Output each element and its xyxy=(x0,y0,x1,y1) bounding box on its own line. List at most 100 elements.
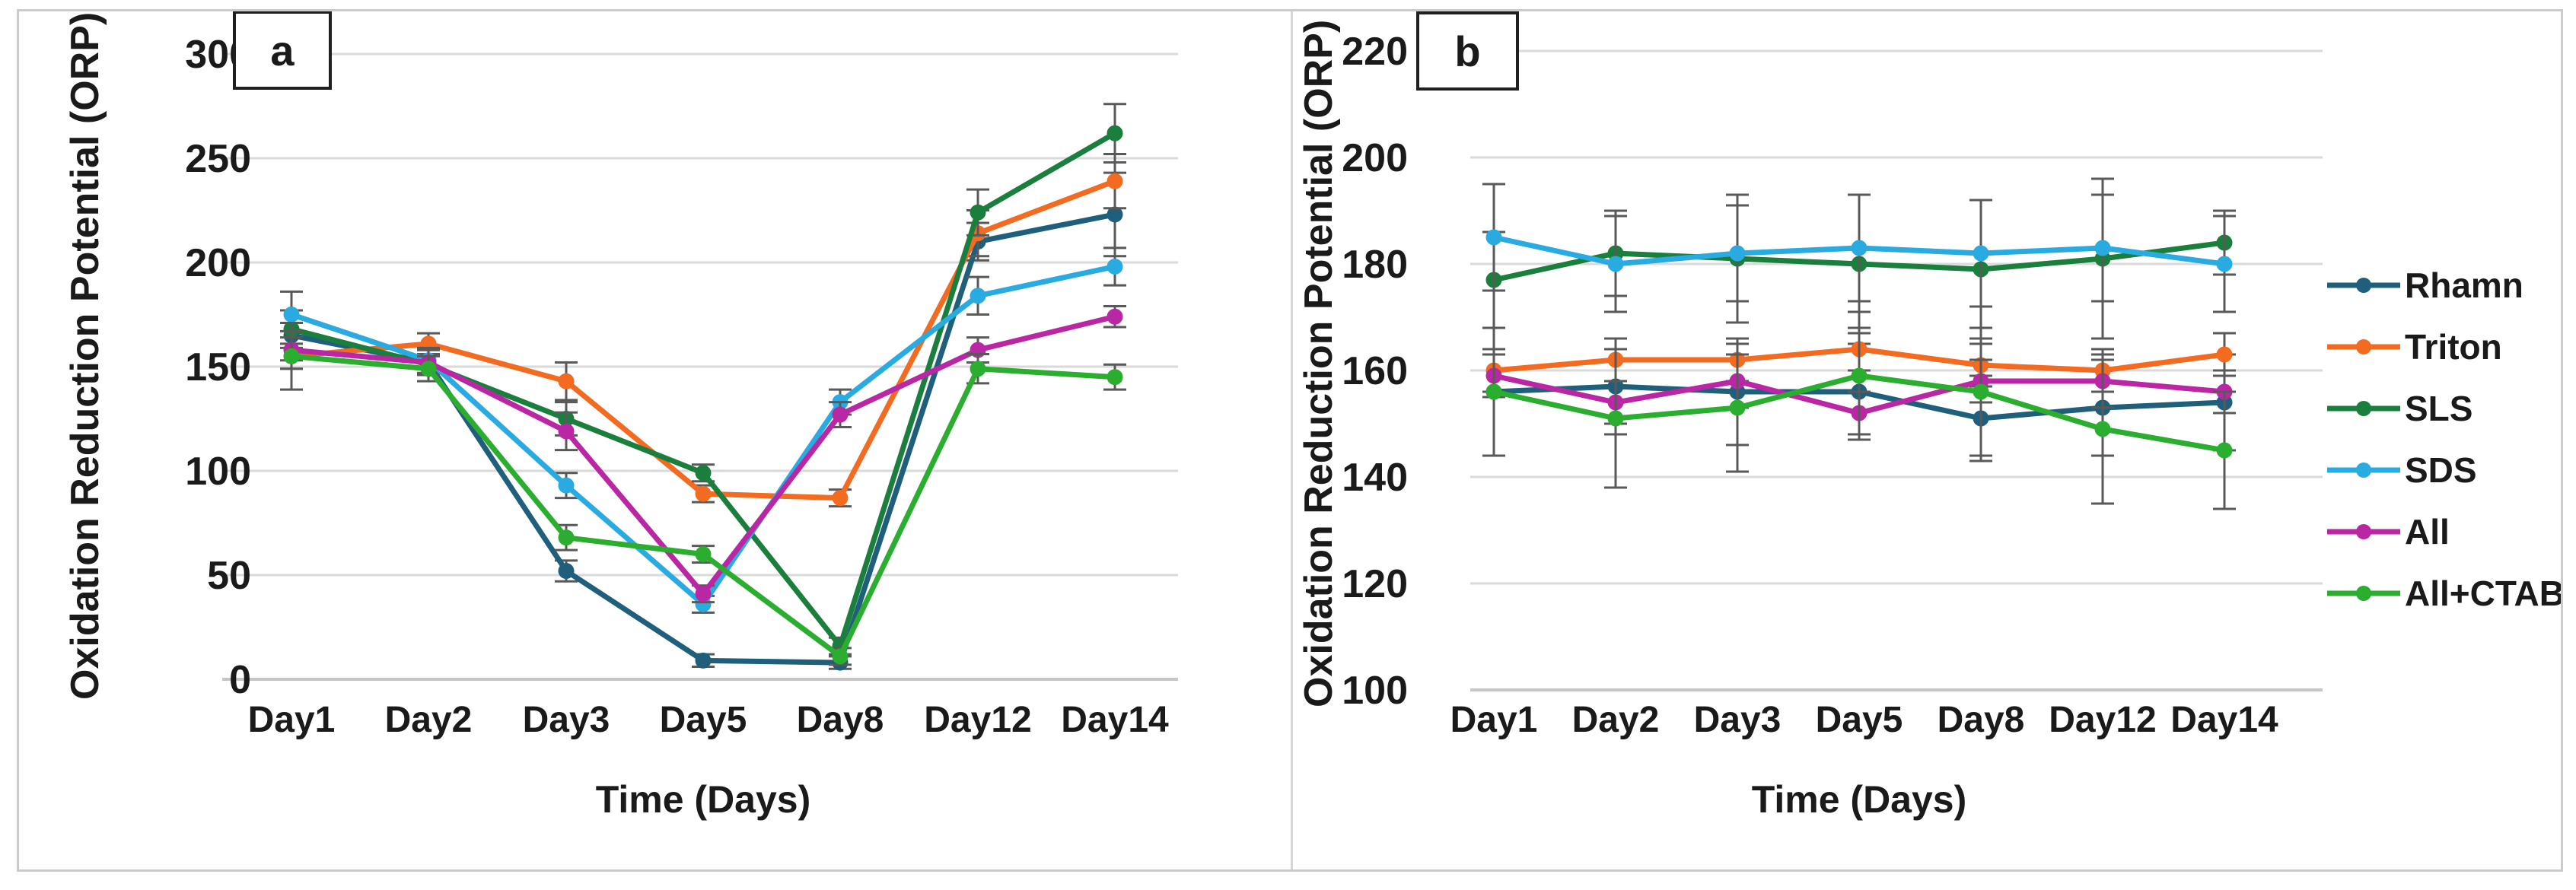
y-tick-b-180: 180 xyxy=(1342,243,1408,287)
y-tick-a-200: 200 xyxy=(185,241,251,285)
data-point xyxy=(1607,256,1624,272)
x-tick-b-Day12: Day12 xyxy=(2049,700,2156,740)
data-point xyxy=(558,373,575,389)
data-point xyxy=(1973,245,1989,262)
panel-b-letter-box: b xyxy=(1416,11,1519,91)
series-a-SLS xyxy=(280,103,1126,656)
data-point xyxy=(1107,258,1123,275)
data-point xyxy=(1485,383,1502,400)
data-point xyxy=(420,361,437,377)
data-point xyxy=(2094,240,2111,256)
data-point xyxy=(832,648,849,665)
series-a-All+CTAB xyxy=(280,321,1126,666)
data-point xyxy=(1485,229,1502,246)
data-point xyxy=(695,546,712,563)
data-point xyxy=(1973,383,1989,400)
x-axis-title-b: Time (Days) xyxy=(1751,778,1967,821)
y-tick-a-250: 250 xyxy=(185,137,251,181)
y-tick-b-120: 120 xyxy=(1342,562,1408,606)
y-tick-labels-b: 100 120 140 160 180 200 220 xyxy=(1342,30,1408,713)
y-tick-b-140: 140 xyxy=(1342,456,1408,500)
legend: Rhamn Triton SLS SDS All All+CTAB xyxy=(2327,265,2565,613)
legend-label: All xyxy=(2405,512,2450,551)
y-axis-title-a: Oxidation Reduction Potential (ORP) xyxy=(63,11,107,700)
data-point xyxy=(558,529,575,546)
x-tick-b-Day5: Day5 xyxy=(1816,700,1903,740)
data-point xyxy=(1107,369,1123,386)
x-tick-a-Day8: Day8 xyxy=(797,700,884,740)
series-b-All+CTAB xyxy=(1482,310,2236,510)
panel-a-letter: a xyxy=(270,26,295,75)
data-point xyxy=(1107,125,1123,141)
data-point xyxy=(1851,240,1868,256)
y-tick-a-100: 100 xyxy=(185,450,251,494)
data-point xyxy=(1107,308,1123,325)
data-point xyxy=(970,361,986,377)
data-point xyxy=(1729,245,1746,262)
data-point xyxy=(2216,442,2233,459)
legend-item-SDS: SDS xyxy=(2327,450,2565,490)
legend-item-SLS: SLS xyxy=(2327,389,2565,428)
series-line xyxy=(291,178,1116,501)
legend-item-All+CTAB: All+CTAB xyxy=(2327,574,2565,613)
x-tick-labels-a: Day1 Day2 Day3 Day5 Day8 Day12 Day14 xyxy=(248,700,1169,740)
data-point xyxy=(970,204,986,221)
legend-label: SLS xyxy=(2405,389,2473,428)
legend-label: Triton xyxy=(2405,327,2502,367)
data-point xyxy=(2216,346,2233,363)
legend-marker-Triton xyxy=(2327,339,2400,354)
data-point xyxy=(695,652,712,669)
data-point xyxy=(558,563,575,580)
x-tick-a-Day3: Day3 xyxy=(523,700,610,740)
x-tick-labels-b: Day1 Day2 Day3 Day5 Day8 Day12 Day14 xyxy=(1450,700,2278,740)
legend-item-Rhamn: Rhamn xyxy=(2327,265,2565,305)
data-point xyxy=(695,586,712,602)
x-tick-a-Day2: Day2 xyxy=(385,700,473,740)
data-point xyxy=(695,485,712,502)
panel-divider xyxy=(1291,9,1293,872)
legend-label: SDS xyxy=(2405,450,2477,490)
series-b-SDS xyxy=(1482,183,2236,313)
y-tick-a-0: 0 xyxy=(229,658,251,702)
data-point xyxy=(1107,206,1123,223)
data-point xyxy=(1607,410,1624,427)
data-point xyxy=(1729,399,1746,416)
x-axis-title-a: Time (Days) xyxy=(595,778,811,821)
y-tick-b-200: 200 xyxy=(1342,136,1408,180)
legend-label: Rhamn xyxy=(2405,265,2523,305)
series-a-Triton xyxy=(280,153,1126,508)
x-tick-b-Day14: Day14 xyxy=(2170,700,2278,740)
data-point xyxy=(2094,421,2111,437)
legend-label: All+CTAB xyxy=(2405,574,2565,613)
legend-marker-Rhamn xyxy=(2327,278,2400,293)
x-tick-a-Day14: Day14 xyxy=(1061,700,1169,740)
series-line xyxy=(291,131,1116,649)
legend-marker-All xyxy=(2327,524,2400,539)
x-tick-b-Day2: Day2 xyxy=(1572,700,1660,740)
legend-marker-SDS xyxy=(2327,462,2400,478)
gridlines-b xyxy=(1470,49,2323,691)
data-point xyxy=(1107,173,1123,189)
data-point xyxy=(283,348,300,364)
data-point xyxy=(970,288,986,304)
data-point xyxy=(283,307,300,323)
y-tick-a-50: 50 xyxy=(207,554,251,598)
panel-a-letter-box: a xyxy=(233,11,332,90)
y-tick-b-100: 100 xyxy=(1342,669,1408,713)
y-tick-a-150: 150 xyxy=(185,345,251,389)
y-axis-title-b: Oxidation Reduction Potential (ORP) xyxy=(1297,19,1341,707)
x-tick-a-Day5: Day5 xyxy=(660,700,747,740)
legend-item-All: All xyxy=(2327,512,2565,551)
x-tick-b-Day8: Day8 xyxy=(1938,700,2025,740)
legend-item-Triton: Triton xyxy=(2327,327,2565,367)
y-tick-b-160: 160 xyxy=(1342,349,1408,393)
x-tick-a-Day1: Day1 xyxy=(248,700,336,740)
legend-marker-SLS xyxy=(2327,401,2400,416)
panel-b-letter: b xyxy=(1454,27,1481,75)
x-tick-b-Day1: Day1 xyxy=(1450,700,1538,740)
data-point xyxy=(832,490,849,507)
